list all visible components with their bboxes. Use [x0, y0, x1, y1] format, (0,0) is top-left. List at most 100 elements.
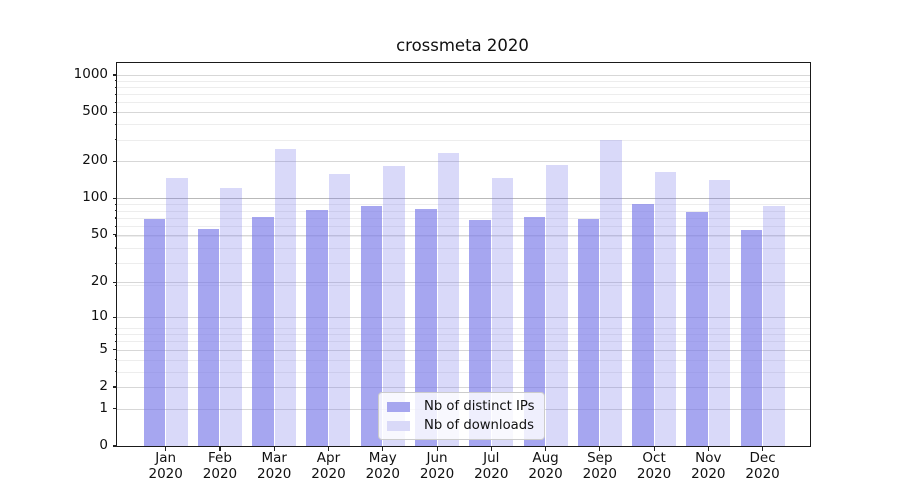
x-tick-label: Dec 2020 — [745, 450, 780, 482]
bar-ips-dec — [740, 229, 763, 446]
y-minor-tick — [114, 225, 117, 227]
bar-downloads-jan — [166, 178, 188, 446]
y-tick — [112, 445, 117, 447]
minor-gridline — [117, 87, 810, 88]
bar-ips-nov — [686, 212, 708, 446]
x-tick — [436, 447, 438, 451]
minor-gridline — [117, 285, 810, 287]
y-gridline — [117, 198, 810, 200]
y-minor-tick — [114, 217, 117, 219]
minor-gridline — [117, 124, 810, 126]
x-tick — [219, 447, 221, 451]
y-tick-label: 1000 — [73, 65, 108, 82]
y-minor-tick — [114, 123, 117, 125]
y-minor-tick — [114, 235, 117, 237]
y-minor-tick — [114, 333, 117, 335]
minor-gridline — [117, 235, 810, 237]
x-tick — [327, 447, 330, 451]
y-tick — [112, 111, 117, 113]
y-tick-label: 200 — [82, 152, 108, 169]
bar-ips-feb — [197, 228, 220, 446]
y-tick-label: 5 — [99, 340, 108, 357]
bar-downloads-jul — [491, 178, 514, 446]
plot-area — [116, 62, 811, 447]
y-minor-tick — [114, 262, 117, 265]
y-tick — [112, 281, 117, 284]
bar-ips-may — [360, 206, 383, 446]
y-tick — [112, 197, 117, 199]
bar-downloads-mar — [274, 149, 297, 446]
y-gridline — [117, 74, 810, 76]
x-tick-label: Nov 2020 — [691, 450, 726, 482]
minor-gridline — [117, 210, 810, 212]
x-tick — [382, 447, 384, 451]
bar-ips-apr — [306, 210, 328, 446]
x-tick-label: Mar 2020 — [257, 450, 292, 482]
y-minor-tick — [114, 359, 117, 361]
y-gridline — [117, 161, 810, 163]
y-tick — [112, 160, 117, 162]
x-tick-label: Jun 2020 — [419, 450, 455, 482]
bar-downloads-dec — [763, 205, 785, 446]
minor-gridline — [117, 102, 810, 104]
y-minor-tick — [114, 371, 117, 373]
x-tick-label: Jan 2020 — [148, 450, 183, 482]
x-tick-label: Feb 2020 — [202, 450, 238, 482]
y-minor-tick — [114, 247, 117, 249]
y-tick-label: 20 — [90, 273, 108, 290]
y-minor-tick — [114, 340, 117, 343]
x-tick — [490, 447, 492, 451]
x-tick-label: Oct 2020 — [636, 450, 672, 482]
x-tick-label: Aug 2020 — [528, 450, 563, 482]
legend-swatch-distinct-ips — [387, 401, 410, 412]
y-tick-label: 100 — [82, 189, 108, 206]
x-tick — [165, 447, 167, 451]
y-gridline — [117, 387, 810, 388]
y-tick — [112, 234, 117, 236]
minor-gridline — [117, 247, 810, 249]
minor-gridline — [117, 263, 810, 265]
bar-downloads-jun — [437, 153, 460, 446]
y-gridline — [117, 234, 810, 236]
y-minor-tick — [114, 210, 117, 212]
minor-gridline — [117, 94, 810, 96]
y-minor-tick — [114, 284, 117, 286]
y-tick — [112, 408, 117, 410]
bar-downloads-may — [383, 165, 405, 446]
bar-downloads-feb — [220, 187, 242, 446]
bar-downloads-apr — [328, 173, 351, 446]
x-tick — [707, 447, 710, 451]
y-gridline — [117, 112, 810, 114]
minor-gridline — [117, 226, 810, 228]
y-minor-tick — [114, 80, 117, 82]
legend-item-downloads: Nb of downloads — [387, 418, 535, 433]
y-tick-label: 50 — [90, 225, 108, 242]
y-gridline — [117, 349, 810, 351]
y-minor-tick — [114, 327, 117, 329]
bar-ips-jan — [143, 218, 166, 446]
y-tick — [112, 74, 117, 76]
x-tick-label: Sep 2020 — [582, 450, 617, 482]
y-tick-label: 1 — [99, 399, 108, 416]
minor-gridline — [117, 139, 810, 141]
chart-title: crossmeta 2020 — [396, 36, 529, 55]
x-tick-label: May 2020 — [365, 450, 400, 482]
y-gridline — [117, 282, 810, 284]
minor-gridline — [117, 371, 810, 373]
x-tick — [545, 447, 547, 451]
y-minor-tick — [114, 139, 117, 141]
bar-ips-sep — [577, 218, 600, 446]
legend-label-downloads: Nb of downloads — [424, 418, 534, 433]
minor-gridline — [117, 328, 810, 329]
x-tick — [599, 447, 601, 451]
y-minor-tick — [114, 101, 117, 104]
bar-ips-jul — [469, 220, 491, 446]
y-gridline — [117, 317, 810, 319]
legend-item-distinct-ips: Nb of distinct IPs — [387, 399, 535, 414]
y-tick-label: 500 — [82, 103, 108, 120]
legend-swatch-downloads — [387, 420, 410, 431]
y-tick — [112, 386, 117, 388]
y-minor-tick — [114, 86, 117, 88]
bar-downloads-nov — [708, 179, 731, 446]
